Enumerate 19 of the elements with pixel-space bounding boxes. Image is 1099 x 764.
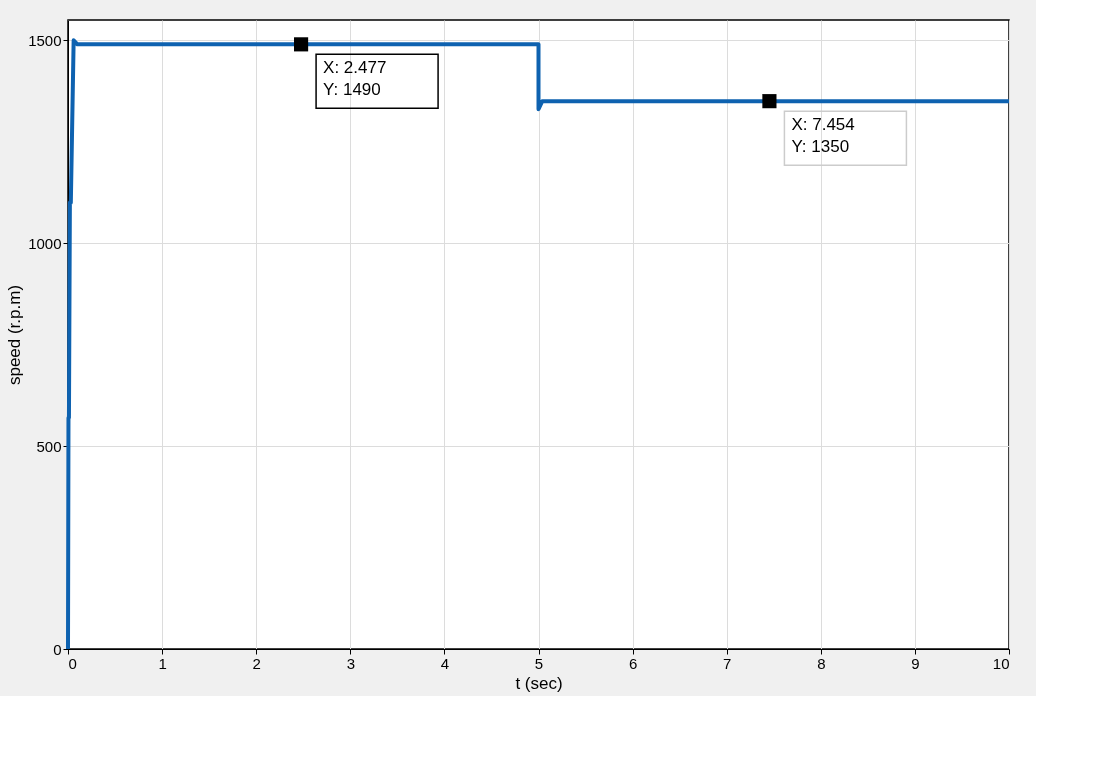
y-tick-label: 1000 [28,234,62,252]
annotation: X: 7.454 Y: 1350 [791,115,855,157]
x-tick-label: 1 [158,654,167,672]
x-axis-title: t (sec) [515,673,563,693]
x-tick-label: 8 [817,654,826,672]
x-tick-label: 6 [628,654,638,672]
x-tick-label: 3 [346,654,355,672]
x-tick-label: 5 [534,654,544,672]
x-tick-label: 2 [252,654,261,672]
x-tick-label: 4 [440,654,450,672]
y-axis-title: speed (r.p.m) [5,284,25,386]
x-tick-label: 10 [992,654,1010,672]
y-tick-label: 0 [53,640,62,658]
x-tick-label: 7 [723,654,732,672]
annotation: X: 2.477 Y: 1490 [323,58,387,100]
x-tick-label: 9 [911,654,920,672]
y-tick-label: 1500 [28,31,62,49]
x-tick-label: 0 [68,654,77,672]
y-tick-label: 500 [36,437,62,455]
